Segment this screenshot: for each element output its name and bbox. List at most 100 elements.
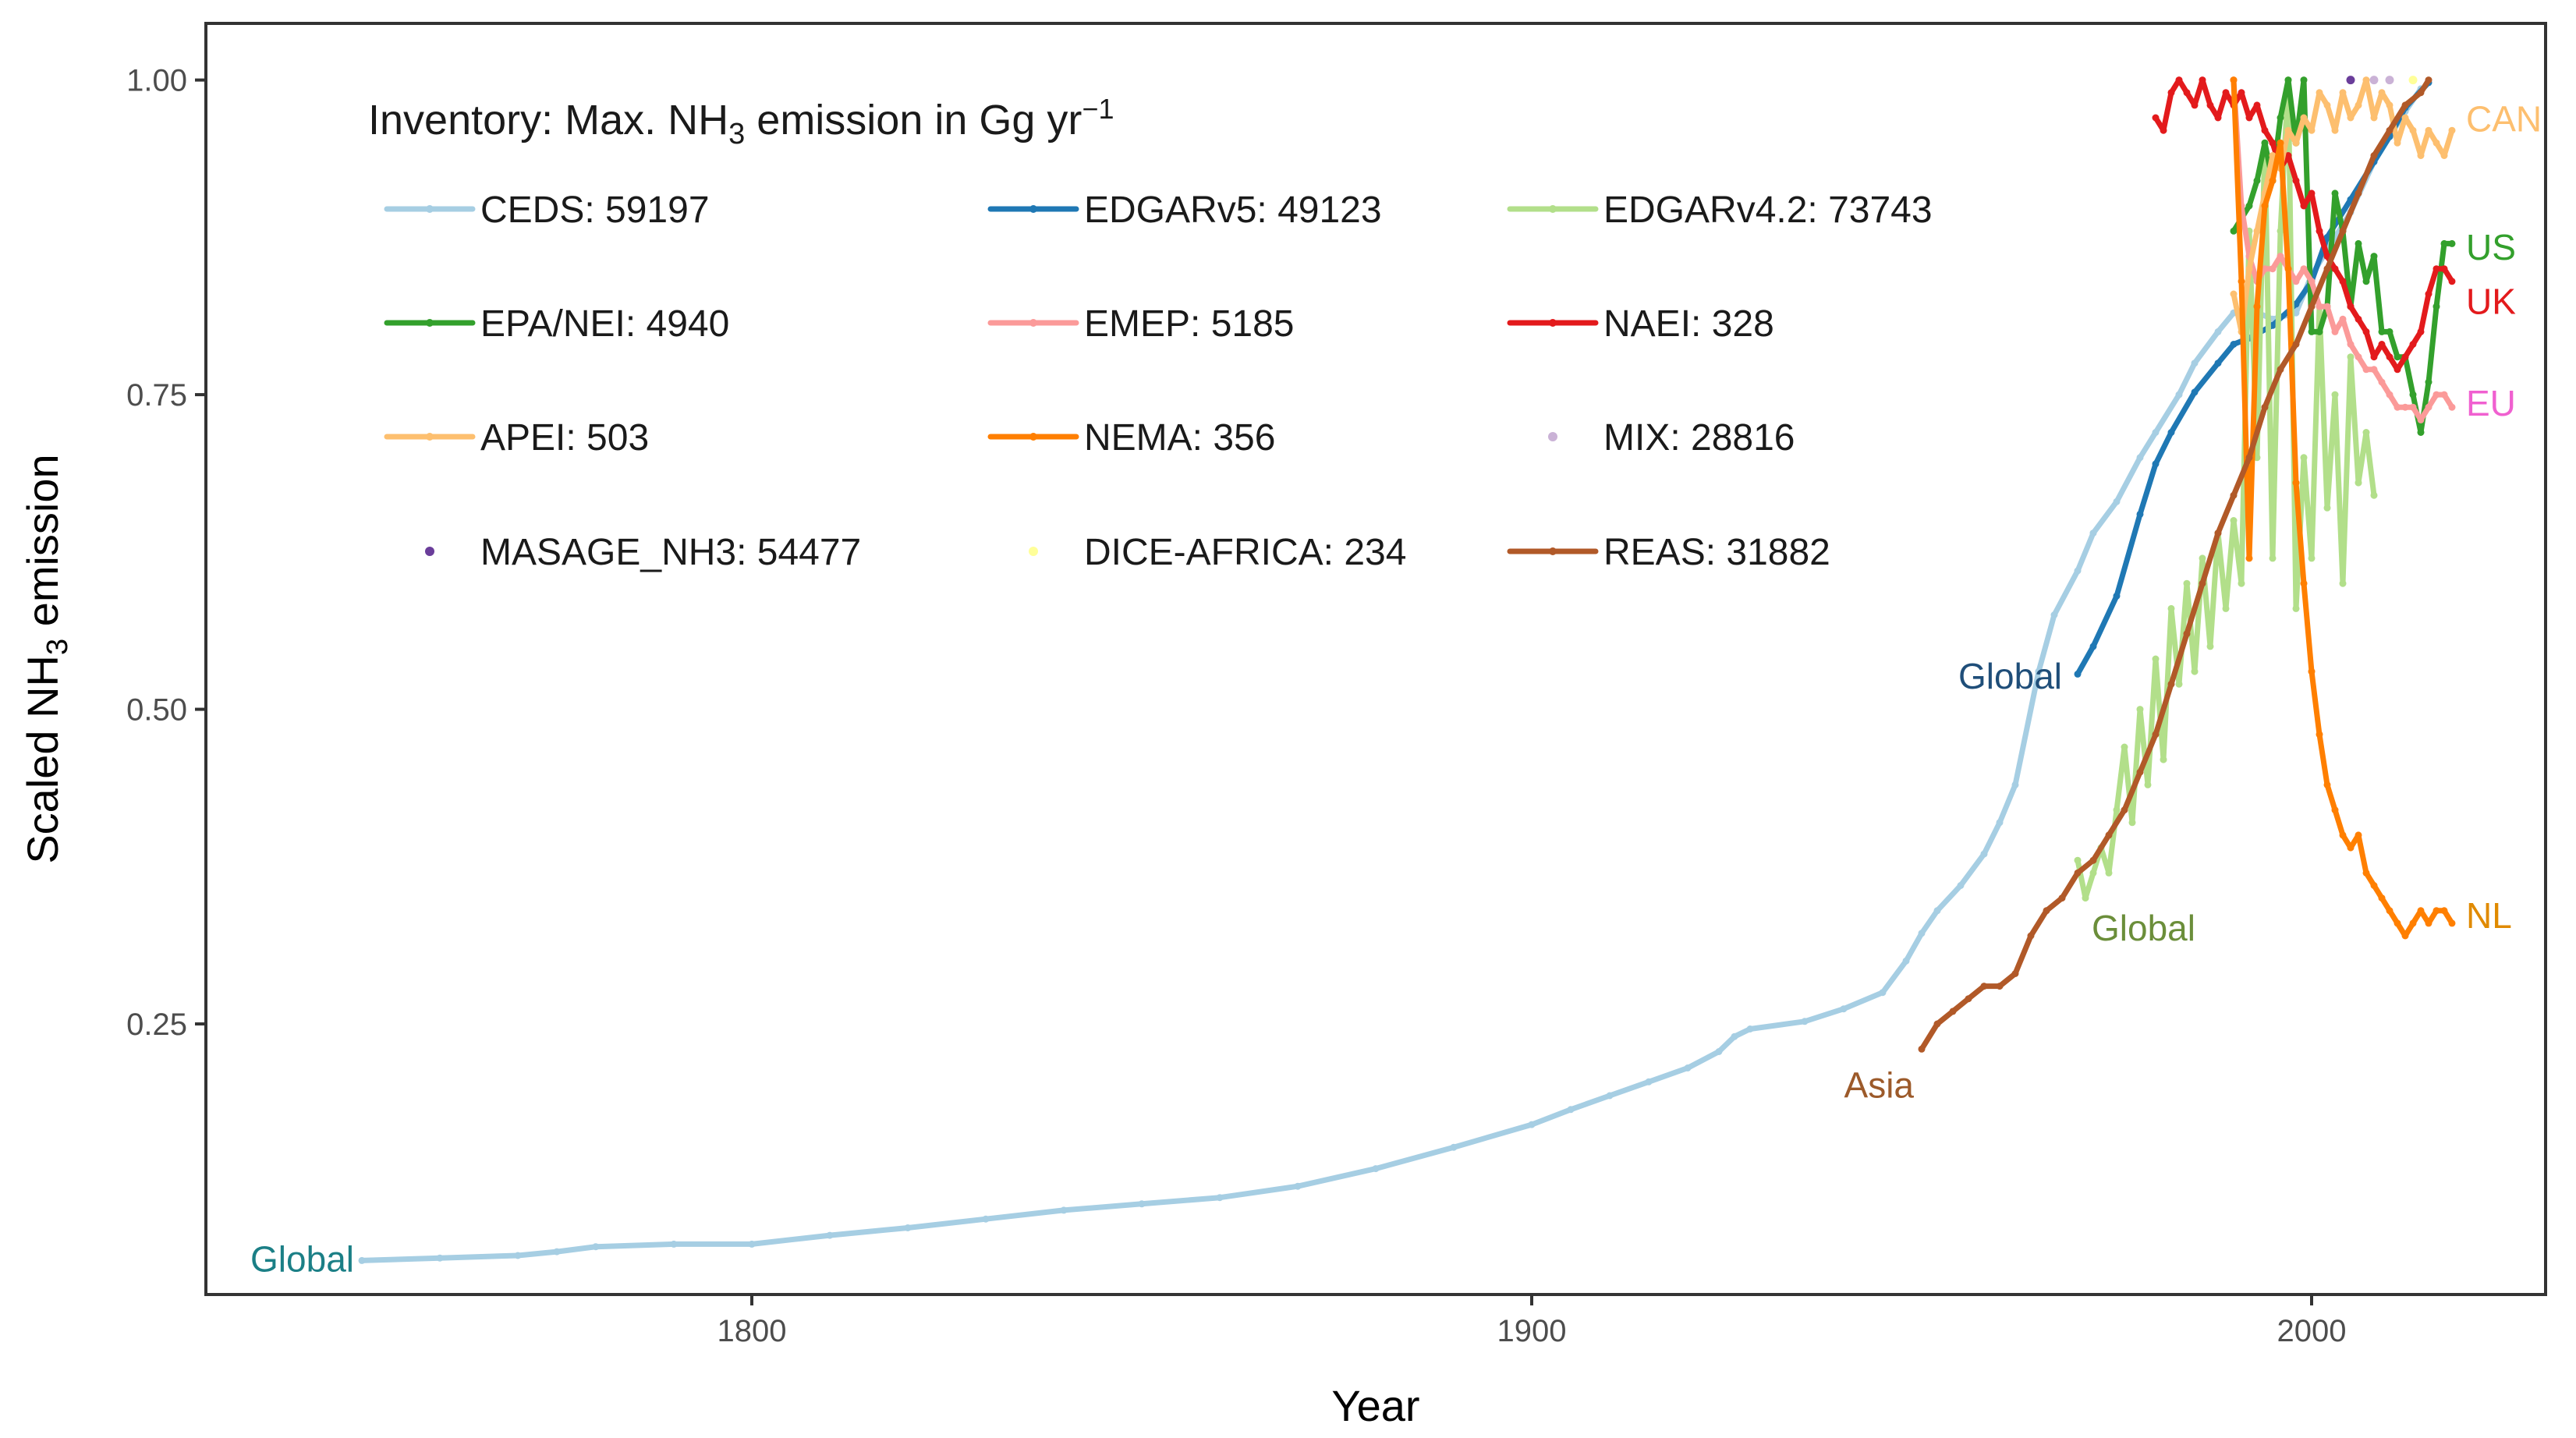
data-point-epa-nei: [2440, 239, 2448, 247]
data-point-reas: [2401, 101, 2409, 109]
legend-key-point: [1029, 433, 1037, 441]
data-point-reas: [2370, 152, 2378, 159]
data-point-ceds: [2113, 498, 2121, 505]
data-point-reas: [2105, 831, 2113, 839]
data-point-reas: [2011, 970, 2019, 977]
series-nema: [2230, 76, 2456, 940]
data-point-nema: [2401, 932, 2409, 940]
data-point-ceds: [982, 1215, 990, 1223]
data-point-reas: [1933, 1020, 1941, 1028]
data-point-reas: [1918, 1045, 1926, 1053]
data-point-naei: [2238, 89, 2245, 97]
data-point-apei: [2347, 114, 2355, 122]
data-point-naei: [2191, 101, 2199, 109]
legend-label: NAEI: 328: [1603, 303, 1774, 345]
data-point-naei: [2425, 290, 2432, 298]
data-point-epa-nei: [2355, 239, 2362, 247]
data-point-emep: [2292, 278, 2300, 285]
data-point-edgarv4-2: [2175, 680, 2183, 688]
data-point-nema: [2261, 202, 2269, 210]
data-point-emep: [2300, 265, 2308, 273]
data-point-edgarv4-2: [2105, 869, 2113, 877]
data-point-reas: [1949, 1008, 1957, 1015]
plot-panel-border: [204, 22, 2547, 1296]
data-point-ceds: [1567, 1106, 1575, 1114]
data-point-reas: [2425, 76, 2432, 84]
data-point-ceds: [826, 1231, 834, 1239]
legend-key-point: [1029, 319, 1037, 327]
data-point-apei: [2432, 139, 2440, 147]
data-point-edgarv5: [2167, 429, 2175, 436]
data-point-edgarv5: [2191, 388, 2199, 396]
data-point-nema: [2245, 554, 2253, 562]
data-point-ceds: [1801, 1018, 1809, 1025]
data-point-epa-nei: [2316, 328, 2323, 335]
legend-item-epa-nei: EPA/NEI: 4940: [384, 303, 729, 345]
data-point-naei: [2199, 76, 2206, 84]
region-label-us: US: [2466, 227, 2516, 267]
data-point-naei: [2331, 265, 2339, 273]
legend-key-point: [425, 547, 434, 556]
series-reas: [1918, 76, 2432, 1053]
legend-title-sup: −1: [1082, 93, 1114, 125]
data-point-naei: [2448, 278, 2456, 285]
data-point-naei: [2183, 89, 2191, 97]
data-point-ceds: [1879, 989, 1887, 997]
data-point-ceds: [1715, 1048, 1723, 1055]
data-point-nema: [2409, 919, 2417, 927]
data-point-ceds: [1840, 1005, 1848, 1013]
region-label-global: Global: [2092, 908, 2195, 948]
data-point-emep: [2277, 253, 2284, 260]
data-point-ceds: [1996, 819, 2004, 827]
data-point-reas: [2323, 265, 2331, 273]
data-point-ceds: [2152, 429, 2160, 436]
series-masage-nh3: [2346, 76, 2355, 85]
y-axis-title: Scaled NH3 emission: [18, 454, 74, 863]
legend-label: CEDS: 59197: [480, 189, 710, 231]
data-point-nema: [2448, 919, 2456, 927]
data-point-nema: [2347, 844, 2355, 852]
data-point-reas: [2245, 454, 2253, 462]
data-point-reas: [2074, 869, 2082, 877]
data-point-ceds: [1746, 1025, 1754, 1032]
data-point-emep: [2347, 341, 2355, 348]
data-point-epa-nei: [2370, 253, 2378, 260]
y-tick-label: 0.75: [126, 378, 187, 413]
data-point-emep: [2448, 403, 2456, 411]
data-point-naei: [2401, 353, 2409, 361]
data-point-naei: [2370, 353, 2378, 361]
data-point-ceds: [553, 1248, 561, 1256]
legend-label: MASAGE_NH3: 54477: [480, 532, 861, 573]
legend-key-point: [1548, 432, 1557, 441]
data-point-reas: [1965, 995, 1972, 1003]
legend-item-emep: EMEP: 5185: [987, 303, 1294, 345]
data-point-epa-nei: [2425, 378, 2432, 386]
data-point-naei: [2316, 227, 2323, 235]
data-point-ceds: [2136, 454, 2144, 462]
data-point-ceds: [2011, 781, 2019, 788]
data-point-edgarv4-2: [2300, 454, 2308, 462]
x-tick-label: 1900: [1497, 1314, 1567, 1348]
data-point-ceds: [1918, 930, 1926, 937]
data-point-reas: [2355, 189, 2362, 197]
data-point-ceds: [2175, 391, 2183, 398]
data-point-nema: [2277, 139, 2284, 147]
data-point-edgarv4-2: [2277, 227, 2284, 235]
data-point-nema: [2292, 479, 2300, 487]
region-label-asia: Asia: [1844, 1065, 1915, 1106]
data-point-edgarv4-2: [2370, 491, 2378, 499]
data-point-edgarv5: [2074, 670, 2082, 678]
data-point-naei: [2222, 89, 2230, 97]
data-point-apei: [2316, 89, 2323, 97]
region-label-global: Global: [1958, 656, 2062, 696]
data-point-naei: [2245, 114, 2253, 122]
data-point-epa-nei: [2245, 202, 2253, 210]
legend-key-point: [1029, 547, 1038, 556]
data-point-reas: [1980, 983, 1988, 990]
data-point-reas: [2261, 403, 2269, 411]
data-point-naei: [2339, 278, 2347, 285]
data-point-edgarv4-2: [2238, 579, 2245, 587]
data-point-ceds: [2089, 530, 2097, 537]
data-point-ceds: [514, 1252, 522, 1259]
data-point-epa-nei: [2378, 328, 2386, 335]
